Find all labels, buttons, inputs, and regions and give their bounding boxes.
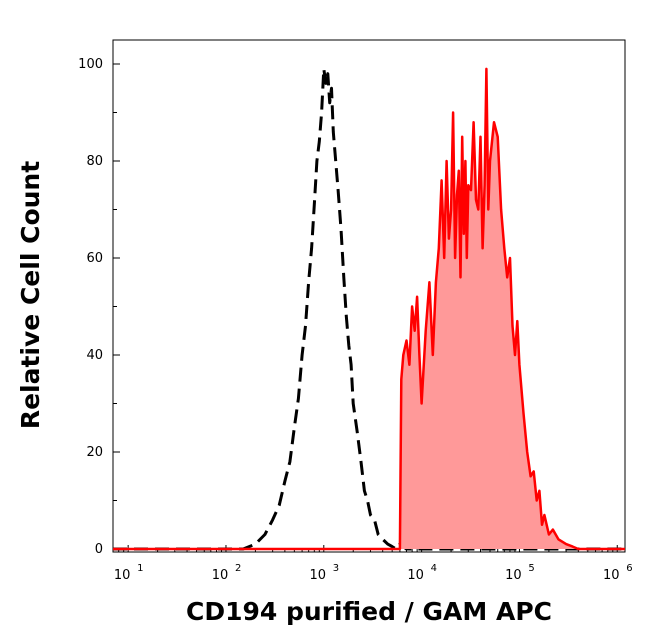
- svg-text:4: 4: [431, 563, 437, 574]
- x-tick-label: 10 5: [505, 563, 535, 583]
- series-layer: [113, 67, 625, 551]
- svg-text:2: 2: [235, 563, 241, 574]
- svg-text:10: 10: [310, 568, 327, 583]
- x-tick-label: 10 3: [310, 563, 340, 583]
- x-tick-label: 10 1: [114, 563, 144, 583]
- x-axis-title: CD194 purified / GAM APC: [186, 597, 552, 626]
- svg-text:10: 10: [212, 568, 229, 583]
- svg-text:10: 10: [505, 568, 522, 583]
- y-axis-ticks: 0 20 40 60 80 100: [78, 57, 120, 557]
- y-tick-label: 100: [78, 57, 103, 72]
- plot-frame: [112, 39, 626, 553]
- svg-text:6: 6: [626, 563, 632, 574]
- y-tick-label: 80: [86, 154, 103, 169]
- svg-text:10: 10: [114, 568, 131, 583]
- svg-text:3: 3: [333, 563, 339, 574]
- svg-text:5: 5: [528, 563, 534, 574]
- y-tick-label: 60: [86, 251, 103, 266]
- x-axis-ticks: 10 1 10 2 10 3 10 4 10 5 10 6: [114, 563, 633, 583]
- series-control-line: [113, 67, 625, 551]
- y-tick-label: 20: [86, 445, 103, 460]
- series-sample-line: [113, 67, 625, 551]
- x-tick-label: 10 2: [212, 563, 242, 583]
- svg-text:10: 10: [407, 568, 424, 583]
- x-tick-label: 10 4: [407, 563, 437, 583]
- x-tick-label: 10 6: [603, 563, 633, 583]
- y-axis-title: Relative Cell Count: [16, 161, 45, 429]
- y-tick-label: 0: [95, 542, 103, 557]
- series-sample-area: [113, 68, 625, 550]
- y-tick-label: 40: [86, 348, 103, 363]
- svg-text:10: 10: [603, 568, 620, 583]
- svg-text:1: 1: [137, 563, 143, 574]
